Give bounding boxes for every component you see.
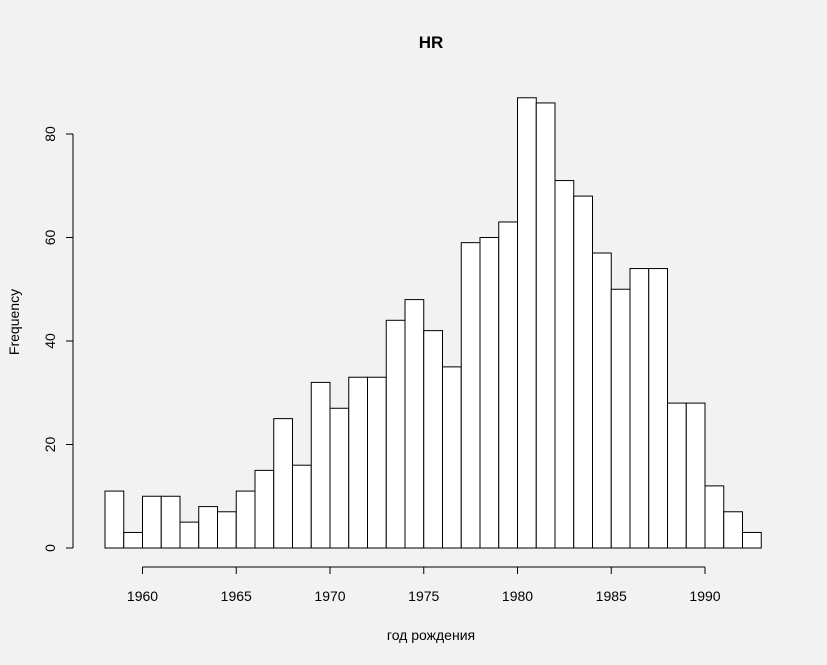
x-tick-label: 1960 (127, 588, 158, 604)
histogram-bar (742, 531, 762, 549)
histogram-bar (254, 469, 275, 549)
histogram-bar (498, 221, 518, 549)
histogram-bar (142, 495, 162, 549)
histogram-bar (554, 180, 575, 549)
histogram-bar (685, 402, 706, 549)
chart-title: HR (419, 33, 444, 52)
histogram-bar (648, 268, 668, 549)
y-tick-label: 40 (42, 333, 58, 349)
x-axis: 1960 1965 1970 1975 1980 1985 1990 (127, 566, 721, 604)
y-axis: 0 20 40 60 80 (42, 126, 74, 552)
histogram-bar (479, 237, 500, 549)
histogram-bar (442, 366, 462, 549)
histogram-bar (667, 402, 687, 549)
histogram-bar (348, 376, 368, 549)
histogram-bar (423, 330, 443, 549)
histogram-bar (460, 242, 481, 549)
histogram-bar (385, 319, 406, 549)
histogram-bar (160, 495, 181, 549)
histogram-bar (235, 490, 256, 549)
histogram-bar (104, 490, 125, 549)
x-tick-label: 1985 (596, 588, 627, 604)
y-tick-label: 80 (42, 126, 58, 142)
bars-group (104, 97, 762, 549)
histogram-bar (629, 268, 650, 549)
histogram-bar (535, 102, 556, 549)
histogram-bar (198, 506, 218, 549)
histogram-bar (217, 511, 237, 549)
x-tick-label: 1965 (221, 588, 252, 604)
y-tick-label: 60 (42, 230, 58, 246)
histogram-bar (273, 418, 293, 549)
x-axis-label: год рождения (387, 627, 475, 643)
y-tick-label: 0 (42, 544, 58, 552)
histogram-bar (573, 195, 593, 549)
histogram-bar (367, 376, 387, 549)
y-axis-label: Frequency (6, 289, 22, 355)
histogram-bar (404, 299, 425, 549)
histogram-bar (310, 381, 331, 549)
histogram-bar (329, 407, 350, 549)
x-tick-label: 1970 (314, 588, 345, 604)
histogram-bar (610, 288, 631, 549)
histogram-bar (592, 252, 612, 549)
histogram-bar (123, 531, 143, 549)
histogram-bar (179, 521, 200, 549)
histogram-bar (292, 464, 312, 549)
y-tick-label: 20 (42, 437, 58, 453)
x-tick-label: 1990 (689, 588, 720, 604)
histogram-bar (704, 485, 725, 549)
histogram-bar (723, 511, 743, 549)
histogram-bar (517, 97, 537, 549)
x-tick-label: 1975 (408, 588, 439, 604)
x-tick-label: 1980 (502, 588, 533, 604)
